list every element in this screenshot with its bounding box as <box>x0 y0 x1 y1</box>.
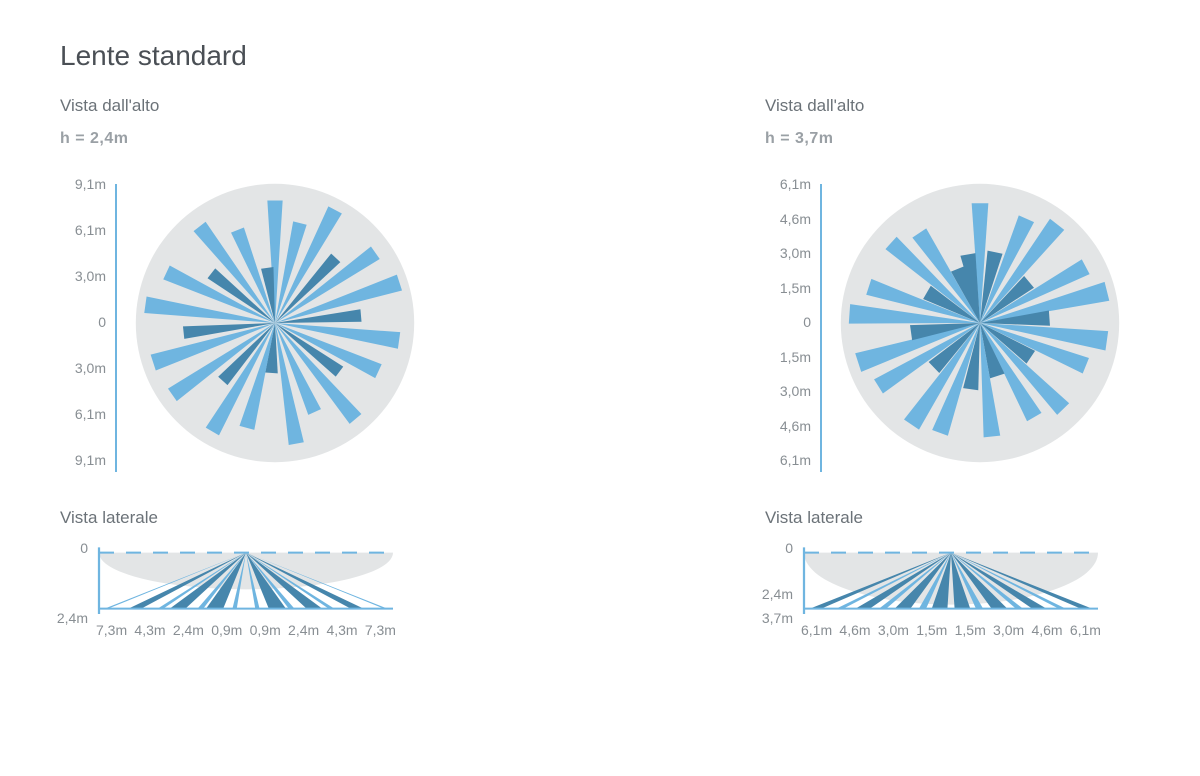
side-view-block: Vista laterale 02,4m3,7m 6,1m4,6m3,0m1,5… <box>765 508 1140 662</box>
top-view-chart: 9,1m6,1m3,0m03,0m6,1m9,1m <box>60 178 435 478</box>
side-diagram <box>801 542 1101 622</box>
side-view-label: Vista laterale <box>765 508 1140 528</box>
height-label: h = 2,4m <box>60 130 435 148</box>
y-axis-line <box>820 184 822 472</box>
radial-diagram <box>835 178 1125 468</box>
y-axis-labels: 9,1m6,1m3,0m03,0m6,1m9,1m <box>60 178 106 478</box>
side-view-chart: 02,4m 7,3m4,3m2,4m0,9m0,9m2,4m4,3m7,3m <box>60 542 400 662</box>
side-view-chart: 02,4m3,7m 6,1m4,6m3,0m1,5m1,5m3,0m4,6m6,… <box>765 542 1105 662</box>
diagram-column-2: Vista dall'alto h = 3,7m 6,1m4,6m3,0m1,5… <box>765 96 1140 662</box>
y-axis-labels: 6,1m4,6m3,0m1,5m01,5m3,0m4,6m6,1m <box>765 178 811 478</box>
side-x-labels: 6,1m4,6m3,0m1,5m1,5m3,0m4,6m6,1m <box>801 622 1101 638</box>
height-label: h = 3,7m <box>765 130 1140 148</box>
diagram-column-1: Vista dall'alto h = 2,4m 9,1m6,1m3,0m03,… <box>60 96 435 662</box>
side-diagram <box>96 542 396 622</box>
top-view-label: Vista dall'alto <box>765 96 1140 116</box>
side-view-block: Vista laterale 02,4m 7,3m4,3m2,4m0,9m0,9… <box>60 508 435 662</box>
top-view-chart: 6,1m4,6m3,0m1,5m01,5m3,0m4,6m6,1m <box>765 178 1140 478</box>
top-view-label: Vista dall'alto <box>60 96 435 116</box>
page-title: Lente standard <box>60 40 1140 72</box>
side-view-label: Vista laterale <box>60 508 435 528</box>
diagram-columns: Vista dall'alto h = 2,4m 9,1m6,1m3,0m03,… <box>60 96 1140 662</box>
radial-diagram <box>130 178 420 468</box>
y-axis-line <box>115 184 117 472</box>
side-x-labels: 7,3m4,3m2,4m0,9m0,9m2,4m4,3m7,3m <box>96 622 396 638</box>
